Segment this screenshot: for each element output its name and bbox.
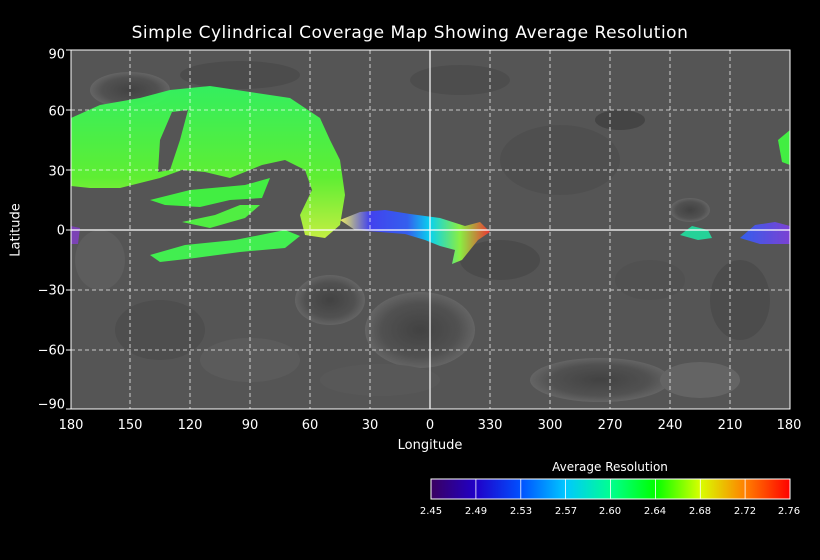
y-tick: 0 — [56, 223, 65, 239]
coverage-equator-band — [340, 210, 490, 264]
x-tick: 180 — [776, 418, 802, 433]
coverage-arm-2 — [150, 230, 300, 262]
colorbar-tick: 2.68 — [688, 506, 712, 517]
x-tick: 330 — [477, 418, 503, 433]
map-title: Simple Cylindrical Coverage Map Showing … — [131, 23, 689, 43]
x-tick: 120 — [177, 418, 203, 433]
x-tick: 240 — [657, 418, 683, 433]
y-tick: −30 — [37, 283, 65, 299]
colorbar-title: Average Resolution — [552, 460, 668, 474]
coverage-overlay — [71, 86, 790, 264]
colorbar-tick: 2.45 — [419, 506, 443, 517]
colorbar-tick: 2.60 — [598, 506, 622, 517]
colorbar-frame — [430, 478, 791, 500]
coverage-east-purple — [740, 222, 790, 244]
colorbar-tick: 2.76 — [777, 506, 801, 517]
colorbar-tick: 2.57 — [554, 506, 578, 517]
y-tick: 30 — [48, 164, 65, 180]
x-tick: 30 — [361, 418, 379, 433]
colorbar-tick: 2.64 — [643, 506, 667, 517]
x-axis-label: Longitude — [397, 438, 463, 453]
x-tick: 210 — [717, 418, 743, 433]
colorbar-tick: 2.53 — [509, 506, 533, 517]
colorbar-dividers — [475, 479, 746, 499]
x-tick: 0 — [425, 418, 435, 433]
center-lines — [71, 50, 790, 409]
coverage-dark-gap — [158, 110, 188, 172]
x-tick: 150 — [117, 418, 143, 433]
y-tick: −90 — [37, 397, 65, 413]
coverage-region-north — [71, 86, 345, 238]
tick-marks — [66, 49, 71, 410]
y-tick: −60 — [37, 343, 65, 359]
coverage-east-green — [778, 130, 790, 165]
y-tick: 60 — [48, 104, 65, 120]
x-tick: 60 — [301, 418, 319, 433]
x-tick: 180 — [58, 418, 84, 433]
colorbar-tick: 2.49 — [464, 506, 488, 517]
surface-texture — [75, 61, 770, 402]
x-tick: 300 — [537, 418, 563, 433]
x-tick: 90 — [241, 418, 259, 433]
colorbar-tick: 2.72 — [733, 506, 757, 517]
y-tick: 90 — [48, 47, 65, 63]
x-tick: 270 — [597, 418, 623, 433]
coverage-arm-3 — [182, 205, 260, 228]
coverage-arm-1 — [150, 178, 270, 207]
